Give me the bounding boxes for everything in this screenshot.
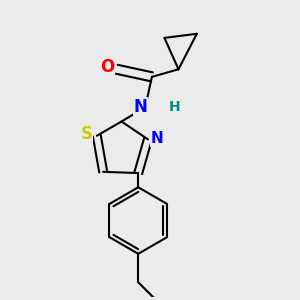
Text: H: H bbox=[169, 100, 181, 114]
Text: O: O bbox=[100, 58, 114, 76]
Text: S: S bbox=[80, 125, 92, 143]
Text: N: N bbox=[134, 98, 147, 116]
Text: N: N bbox=[151, 131, 164, 146]
